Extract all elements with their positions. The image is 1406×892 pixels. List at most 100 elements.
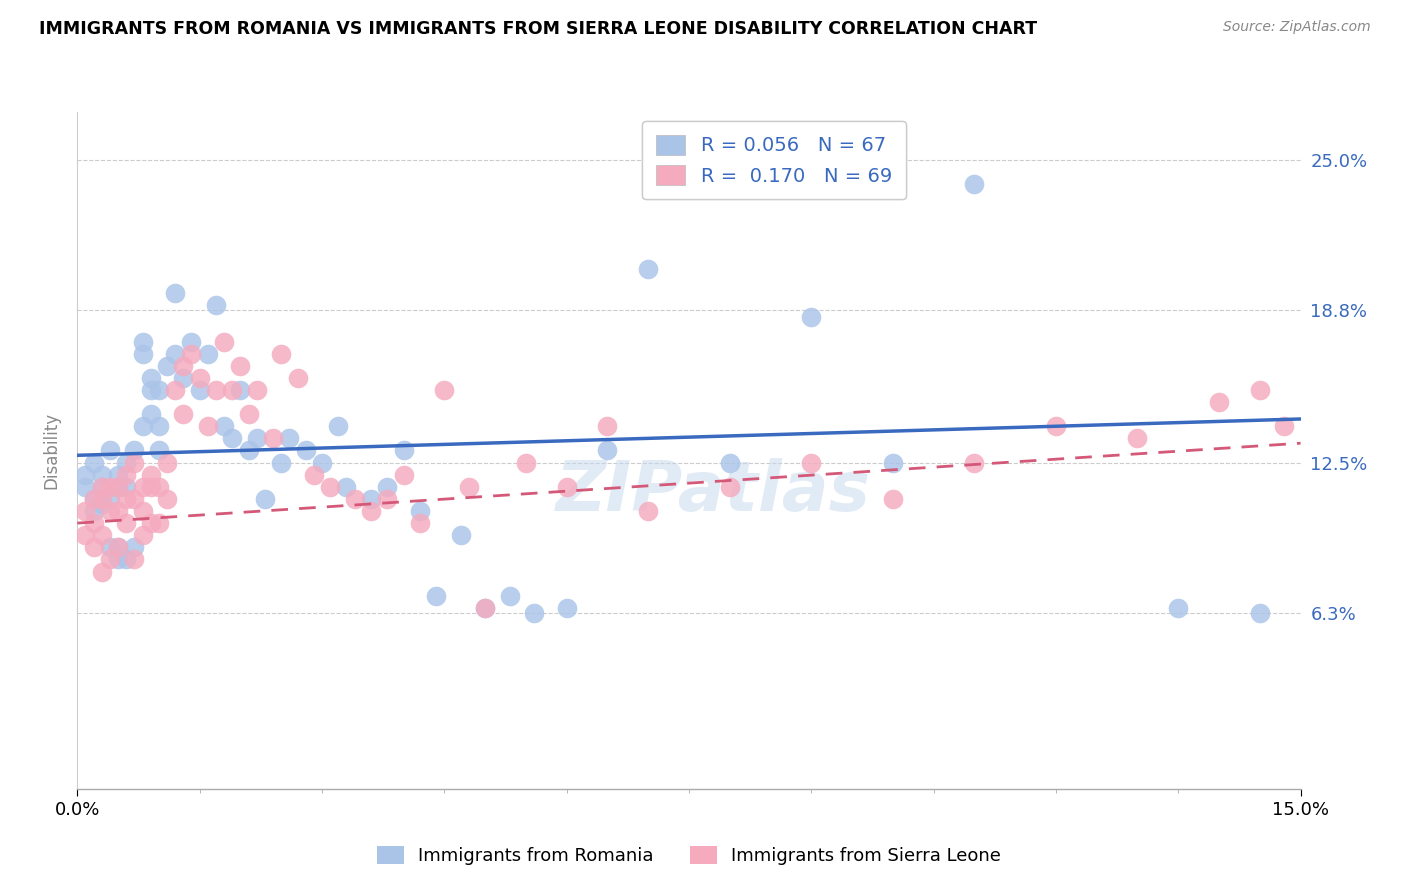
Point: [131, 419, 153, 434]
Point: [165, 383, 187, 397]
Point: [165, 286, 187, 301]
Y-axis label: Disability: Disability: [42, 412, 60, 489]
Point: [205, 298, 228, 312]
Point: [139, 516, 162, 530]
Point: [302, 467, 325, 482]
Point: [107, 467, 129, 482]
Point: [596, 419, 619, 434]
Point: [375, 491, 398, 506]
Point: [139, 480, 162, 494]
Point: [172, 371, 194, 385]
Point: [1249, 606, 1271, 620]
Point: [311, 456, 333, 470]
Point: [75, 504, 97, 518]
Point: [98, 552, 121, 566]
Point: [238, 443, 260, 458]
Point: [156, 491, 179, 506]
Point: [360, 504, 382, 518]
Point: [148, 419, 170, 434]
Point: [392, 467, 415, 482]
Point: [375, 480, 398, 494]
Point: [124, 491, 146, 506]
Point: [115, 467, 138, 482]
Point: [800, 310, 823, 325]
Point: [188, 383, 211, 397]
Point: [555, 480, 578, 494]
Point: [148, 383, 170, 397]
Point: [319, 480, 342, 494]
Point: [90, 491, 112, 506]
Point: [1208, 395, 1230, 409]
Point: [409, 516, 432, 530]
Point: [294, 443, 316, 458]
Point: [83, 456, 105, 470]
Text: ZIPatlas: ZIPatlas: [555, 458, 870, 524]
Point: [115, 491, 138, 506]
Point: [131, 480, 153, 494]
Point: [90, 528, 112, 542]
Point: [107, 552, 129, 566]
Point: [523, 606, 546, 620]
Point: [335, 480, 357, 494]
Point: [124, 541, 146, 555]
Point: [287, 371, 309, 385]
Point: [238, 407, 260, 421]
Point: [253, 491, 276, 506]
Point: [172, 359, 194, 373]
Point: [124, 456, 146, 470]
Point: [90, 480, 112, 494]
Point: [221, 383, 243, 397]
Point: [115, 552, 138, 566]
Point: [148, 480, 170, 494]
Point: [212, 334, 235, 349]
Point: [188, 371, 211, 385]
Point: [148, 516, 170, 530]
Point: [197, 346, 219, 360]
Text: Source: ZipAtlas.com: Source: ZipAtlas.com: [1223, 20, 1371, 34]
Point: [115, 516, 138, 530]
Point: [555, 600, 578, 615]
Point: [180, 346, 202, 360]
Point: [107, 541, 129, 555]
Point: [180, 334, 202, 349]
Point: [205, 383, 228, 397]
Point: [98, 504, 121, 518]
Point: [165, 346, 187, 360]
Point: [328, 419, 350, 434]
Point: [83, 491, 105, 506]
Point: [963, 177, 986, 191]
Point: [156, 456, 179, 470]
Point: [83, 541, 105, 555]
Point: [172, 407, 194, 421]
Point: [433, 383, 456, 397]
Point: [83, 504, 105, 518]
Point: [75, 528, 97, 542]
Point: [450, 528, 472, 542]
Point: [115, 456, 138, 470]
Point: [124, 443, 146, 458]
Point: [1045, 419, 1067, 434]
Point: [197, 419, 219, 434]
Point: [139, 371, 162, 385]
Point: [262, 431, 284, 445]
Point: [221, 431, 243, 445]
Point: [139, 407, 162, 421]
Point: [83, 516, 105, 530]
Point: [107, 480, 129, 494]
Point: [75, 480, 97, 494]
Point: [457, 480, 479, 494]
Point: [90, 467, 112, 482]
Legend: Immigrants from Romania, Immigrants from Sierra Leone: Immigrants from Romania, Immigrants from…: [370, 838, 1008, 872]
Point: [139, 383, 162, 397]
Point: [963, 456, 986, 470]
Point: [270, 346, 292, 360]
Point: [98, 443, 121, 458]
Point: [718, 480, 741, 494]
Point: [90, 497, 112, 511]
Point: [131, 504, 153, 518]
Point: [515, 456, 537, 470]
Point: [98, 480, 121, 494]
Text: IMMIGRANTS FROM ROMANIA VS IMMIGRANTS FROM SIERRA LEONE DISABILITY CORRELATION C: IMMIGRANTS FROM ROMANIA VS IMMIGRANTS FR…: [39, 20, 1038, 37]
Point: [90, 480, 112, 494]
Point: [229, 383, 252, 397]
